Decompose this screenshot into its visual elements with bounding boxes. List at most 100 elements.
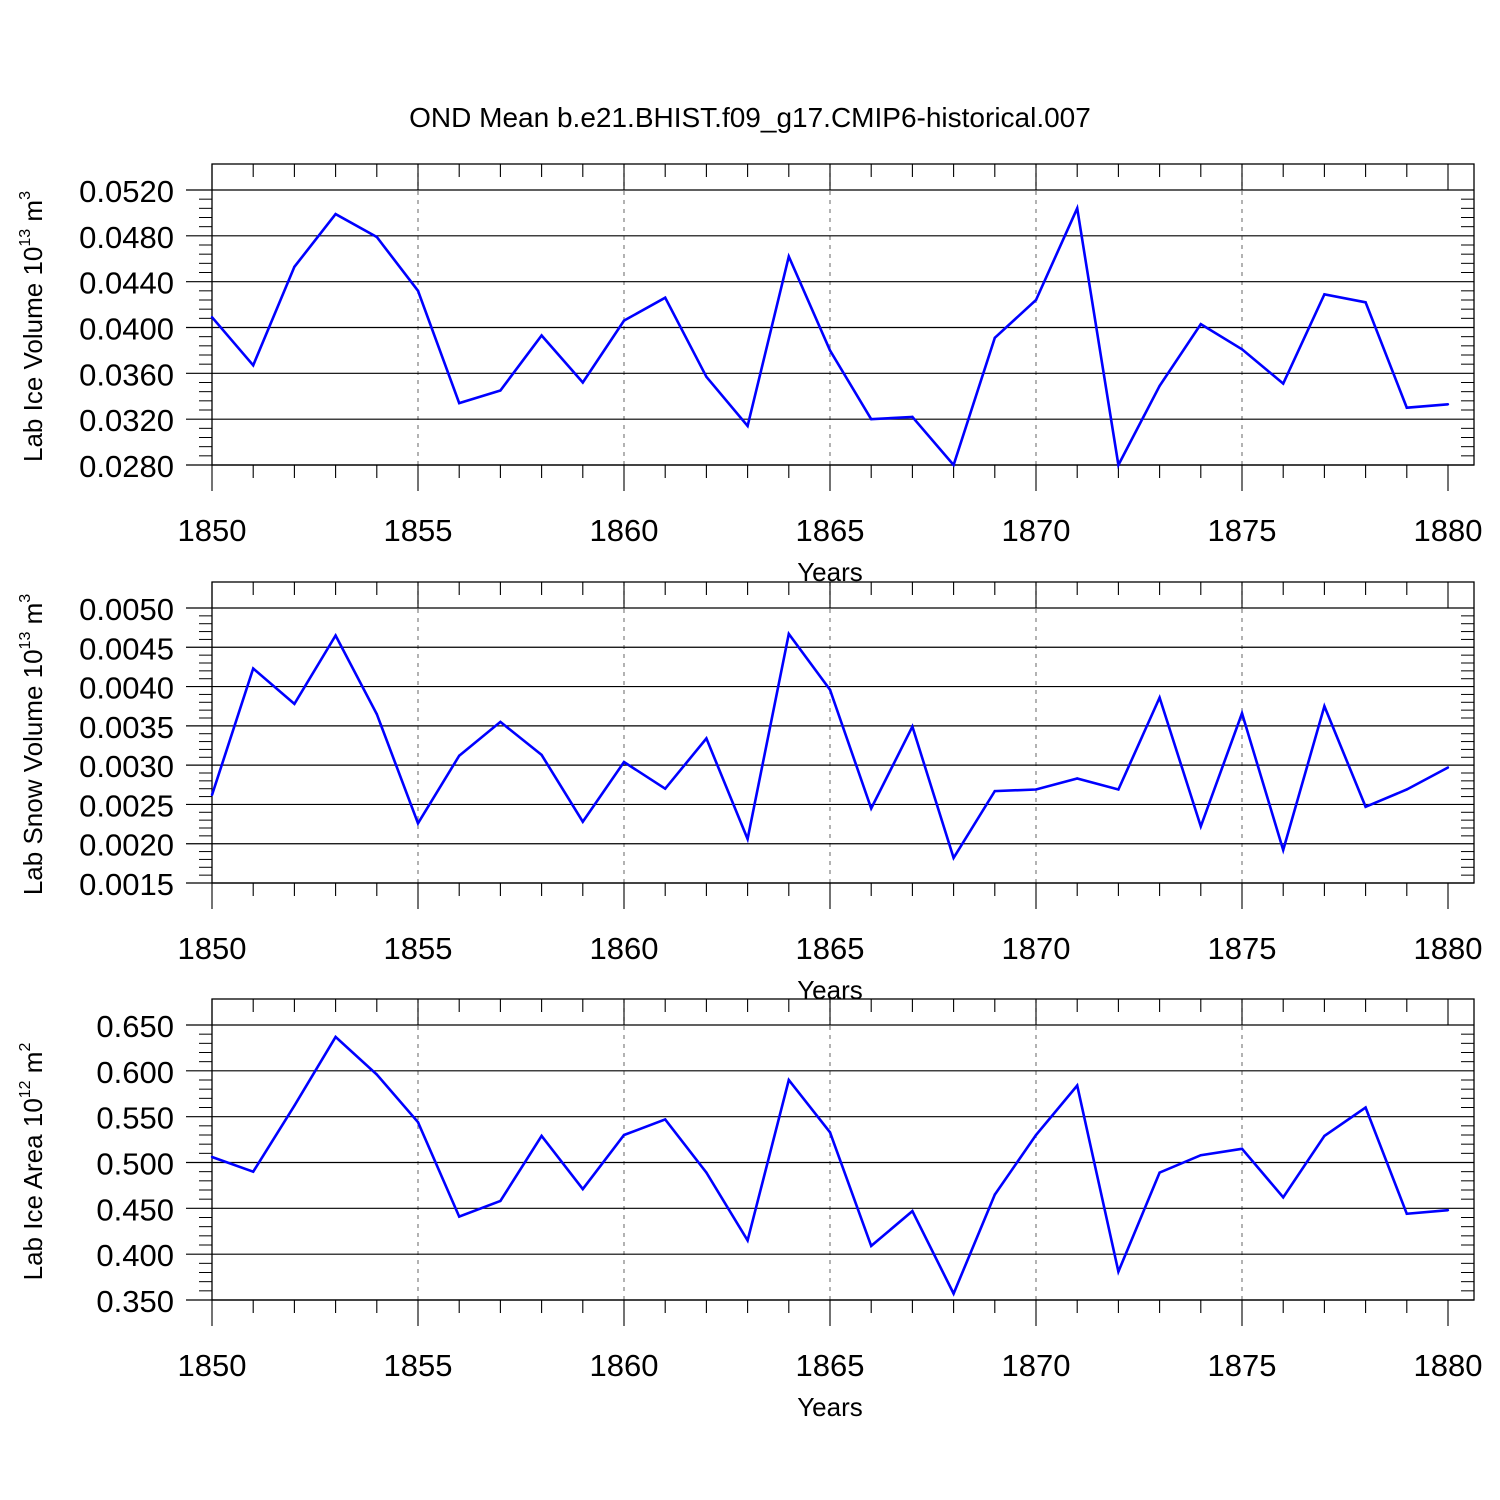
y-axis-label-text: Lab Snow Volume 10 <box>18 649 48 895</box>
data-point <box>1405 1212 1409 1216</box>
data-point <box>458 754 461 757</box>
x-tick-label: 1855 <box>384 1348 453 1383</box>
data-point <box>1446 1208 1450 1212</box>
data-point <box>540 753 543 757</box>
x-tick-label: 1860 <box>590 931 659 966</box>
data-point <box>993 789 996 793</box>
y-tick-label: 0.500 <box>96 1147 174 1182</box>
y-axis-label-unit: m <box>18 200 48 229</box>
panels: 0.0280 0.0320 0.0360 0.0400 0.0440 0.0480 0.05… <box>17 163 1483 1422</box>
data-point <box>1282 382 1285 385</box>
data-point <box>375 1073 378 1076</box>
y-tick-label: 0.0040 <box>79 671 174 706</box>
data-point <box>375 712 378 716</box>
plot-frame <box>211 163 1475 466</box>
y-axis-label-unit-exp: 3 <box>17 594 34 603</box>
y-axis-label-unit-exp: 2 <box>17 1043 34 1052</box>
data-point <box>746 1239 749 1242</box>
y-tick-label: 0.0400 <box>79 312 174 347</box>
data-point <box>416 822 420 825</box>
data-point <box>375 235 378 239</box>
x-tick-label: 1850 <box>178 1348 247 1383</box>
y-tick-label: 0.0320 <box>79 403 174 438</box>
y-axis-label-text: Lab Ice Volume 10 <box>18 247 48 462</box>
data-point <box>252 364 255 367</box>
panel-3: 0.350 0.400 0.450 0.500 0.550 0.600 0.650 1850 1… <box>17 998 1482 1422</box>
x-tick-label: 1875 <box>1208 931 1277 966</box>
y-tick-label: 0.0045 <box>79 631 174 666</box>
data-point <box>416 1120 420 1124</box>
data-point <box>622 1133 626 1137</box>
data-point <box>1158 696 1161 699</box>
data-point <box>1405 406 1409 409</box>
data-point <box>1199 825 1203 828</box>
data-point <box>458 1215 461 1218</box>
data-point <box>499 720 502 724</box>
data-point <box>870 807 873 810</box>
data-point <box>1282 848 1285 852</box>
data-point <box>664 1118 667 1121</box>
y-tick-label: 0.0035 <box>79 710 174 745</box>
series-line-3 <box>211 1034 1449 1297</box>
x-tick-label: 1880 <box>1414 931 1483 966</box>
data-point <box>911 725 914 728</box>
y-axis-label-exp: 13 <box>17 632 34 650</box>
data-point <box>952 463 955 467</box>
chart-title: OND Mean b.e21.BHIST.f09_g17.CMIP6-histo… <box>409 102 1091 133</box>
x-tick-label: 1855 <box>384 513 453 548</box>
data-point <box>1076 207 1079 210</box>
x-tick-label: 1850 <box>178 513 247 548</box>
x-tick-label: 1865 <box>796 513 865 548</box>
x-tick-label: 1880 <box>1414 513 1483 548</box>
x-tick-label: 1855 <box>384 931 453 966</box>
y-axis-label-unit: m <box>18 603 48 632</box>
data-point <box>952 856 955 860</box>
x-axis-label: Years <box>797 1392 863 1422</box>
data-point <box>1117 788 1120 791</box>
y-axis-label-exp: 13 <box>17 229 34 247</box>
data-point <box>664 787 667 790</box>
y-axis-label: Lab Ice Area 1012 m2 <box>17 1043 48 1281</box>
y-axis-label-unit: m <box>18 1052 48 1081</box>
data-point <box>1364 301 1367 304</box>
data-point <box>1240 1147 1244 1150</box>
y-tick-label: 0.0015 <box>79 867 174 902</box>
data-point <box>993 336 996 340</box>
plot-frame <box>211 581 1475 884</box>
data-point <box>540 1134 543 1138</box>
x-tick-label: 1860 <box>590 513 659 548</box>
data-point <box>787 632 790 636</box>
data-point <box>787 255 790 258</box>
data-point <box>210 1155 214 1159</box>
data-point <box>1323 705 1326 708</box>
data-point <box>1364 1106 1367 1109</box>
data-point <box>1076 777 1079 780</box>
x-tick-label: 1865 <box>796 1348 865 1383</box>
data-point <box>293 1104 296 1107</box>
data-point <box>210 315 214 319</box>
x-tick-label: 1850 <box>178 931 247 966</box>
data-point <box>664 296 667 299</box>
x-tick-label: 1870 <box>1002 1348 1071 1383</box>
data-point <box>1117 1270 1120 1273</box>
data-point <box>870 1244 873 1248</box>
data-point <box>540 334 543 337</box>
y-axis-label: Lab Ice Volume 1013 m3 <box>17 191 48 462</box>
data-point <box>911 415 914 419</box>
y-tick-label: 0.400 <box>96 1238 174 1273</box>
data-point <box>1446 766 1450 769</box>
data-point <box>581 381 584 384</box>
data-point <box>746 424 749 428</box>
x-tick-label: 1870 <box>1002 931 1071 966</box>
data-point <box>1323 293 1326 296</box>
data-point <box>622 760 626 764</box>
data-point <box>1158 1171 1161 1174</box>
data-point <box>828 688 832 691</box>
y-tick-label: 0.350 <box>96 1284 174 1319</box>
y-tick-label: 0.650 <box>96 1009 174 1044</box>
data-point <box>993 1193 996 1196</box>
data-point <box>252 667 255 670</box>
data-point <box>622 319 626 322</box>
data-point <box>416 289 420 293</box>
